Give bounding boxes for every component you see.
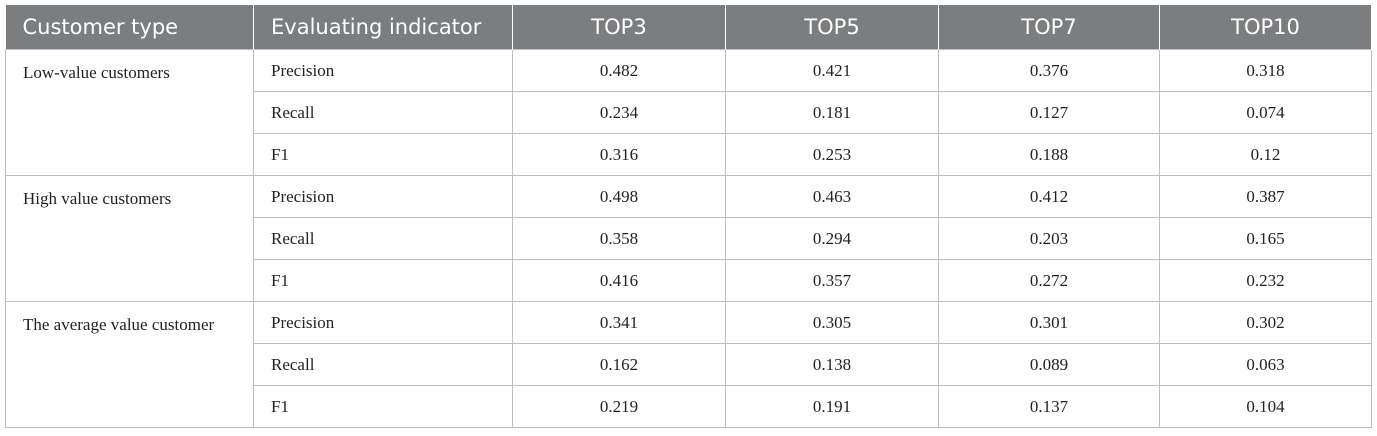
table-row: Recall 0.358 0.294 0.203 0.165 xyxy=(6,217,1372,260)
indicator-cell: Precision xyxy=(253,301,513,344)
value-cell: 0.162 xyxy=(512,343,726,386)
value-cell: 0.301 xyxy=(938,301,1160,344)
value-cell: 0.463 xyxy=(725,175,939,218)
customer-type-cell: The average value customer xyxy=(5,301,254,428)
indicator-cell: Precision xyxy=(253,49,513,92)
value-cell: 0.104 xyxy=(1159,385,1372,428)
indicator-cell: Recall xyxy=(253,343,513,386)
indicator-cell: F1 xyxy=(253,133,513,176)
value-cell: 0.181 xyxy=(725,91,939,134)
value-cell: 0.376 xyxy=(938,49,1160,92)
value-cell: 0.305 xyxy=(725,301,939,344)
table-row: Recall 0.162 0.138 0.089 0.063 xyxy=(6,343,1372,386)
value-cell: 0.421 xyxy=(725,49,939,92)
value-cell: 0.203 xyxy=(938,217,1160,260)
table-row: Low-value customers Precision 0.482 0.421 0.… xyxy=(5,49,1372,176)
value-cell: 0.137 xyxy=(938,385,1160,428)
table-row: Recall 0.234 0.181 0.127 0.074 xyxy=(6,91,1372,134)
value-cell: 0.318 xyxy=(1159,49,1372,92)
indicator-cell: Recall xyxy=(253,217,513,260)
value-cell: 0.498 xyxy=(512,175,726,218)
column-header: TOP10 xyxy=(1159,5,1372,50)
value-cell: 0.482 xyxy=(512,49,726,92)
value-cell: 0.074 xyxy=(1159,91,1372,134)
indicator-cell: Precision xyxy=(253,175,513,218)
value-cell: 0.12 xyxy=(1159,133,1372,176)
value-cell: 0.253 xyxy=(725,133,939,176)
value-cell: 0.234 xyxy=(512,91,726,134)
customer-type-cell: Low-value customers xyxy=(5,49,254,176)
column-header: TOP7 xyxy=(938,5,1160,50)
value-cell: 0.089 xyxy=(938,343,1160,386)
indicator-cell: Recall xyxy=(253,91,513,134)
column-header: Customer type xyxy=(5,5,254,50)
value-cell: 0.358 xyxy=(512,217,726,260)
value-cell: 0.357 xyxy=(725,259,939,302)
value-cell: 0.165 xyxy=(1159,217,1372,260)
results-table: Customer type Evaluating indicator TOP3 TOP… xyxy=(5,5,1372,428)
value-cell: 0.294 xyxy=(725,217,939,260)
value-cell: 0.188 xyxy=(938,133,1160,176)
table-row: High value customers Precision 0.498 0.463 0… xyxy=(5,175,1372,302)
value-cell: 0.412 xyxy=(938,175,1160,218)
column-header: Evaluating indicator xyxy=(253,5,513,50)
value-cell: 0.191 xyxy=(725,385,939,428)
value-cell: 0.302 xyxy=(1159,301,1372,344)
column-header: TOP3 xyxy=(512,5,726,50)
value-cell: 0.127 xyxy=(938,91,1160,134)
value-cell: 0.316 xyxy=(512,133,726,176)
table-row: The average value customer Precision 0.341… xyxy=(5,301,1372,428)
value-cell: 0.138 xyxy=(725,343,939,386)
indicator-cell: F1 xyxy=(253,385,513,428)
value-cell: 0.063 xyxy=(1159,343,1372,386)
table-body: Low-value customers Precision 0.482 0.421 0.… xyxy=(5,49,1372,428)
column-header: TOP5 xyxy=(725,5,939,50)
customer-type-cell: High value customers xyxy=(5,175,254,302)
value-cell: 0.272 xyxy=(938,259,1160,302)
table-row: F1 0.219 0.191 0.137 0.104 xyxy=(6,385,1372,428)
value-cell: 0.387 xyxy=(1159,175,1372,218)
value-cell: 0.341 xyxy=(512,301,726,344)
indicator-cell: F1 xyxy=(253,259,513,302)
table-row: F1 0.416 0.357 0.272 0.232 xyxy=(6,259,1372,302)
value-cell: 0.219 xyxy=(512,385,726,428)
table-row: F1 0.316 0.253 0.188 0.12 xyxy=(6,133,1372,176)
header-row: Customer type Evaluating indicator TOP3 TOP… xyxy=(5,5,1372,50)
value-cell: 0.416 xyxy=(512,259,726,302)
value-cell: 0.232 xyxy=(1159,259,1372,302)
